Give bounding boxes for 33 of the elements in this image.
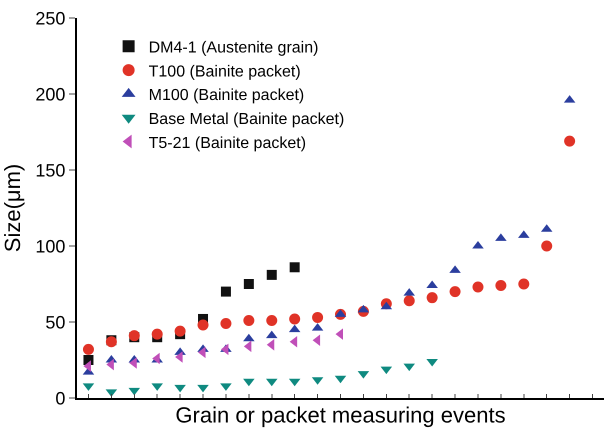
point: [289, 313, 300, 324]
point: [541, 240, 552, 252]
y-tick-label: 150: [35, 160, 66, 180]
point: [290, 262, 300, 272]
legend-label: T5-21 (Bainite packet): [148, 134, 306, 152]
point: [266, 270, 277, 280]
y-tick-label: 200: [35, 84, 66, 104]
point: [198, 320, 209, 331]
point: [404, 295, 415, 306]
point: [220, 286, 231, 297]
point: [518, 278, 530, 290]
point: [312, 312, 324, 323]
legend-label: Base Metal (Bainite packet): [148, 110, 344, 128]
legend-label: T100 (Bainite packet): [148, 63, 301, 80]
point: [450, 286, 461, 298]
point: [244, 279, 254, 289]
y-tick-label: 250: [35, 8, 66, 28]
point: [472, 282, 484, 293]
point: [174, 326, 186, 337]
y-tick-label: 100: [35, 236, 66, 256]
legend-label: M100 (Bainite packet): [148, 87, 304, 104]
legend-label: DM4-1 (Austenite grain): [148, 40, 318, 57]
point: [426, 292, 438, 304]
y-tick-label: 0: [55, 388, 66, 408]
y-axis-title: Size(μm): [0, 164, 25, 252]
point: [495, 280, 506, 292]
point: [220, 318, 232, 330]
x-axis-title: Grain or packet measuring events: [175, 402, 506, 428]
point: [152, 328, 163, 340]
y-tick-label: 50: [45, 312, 66, 332]
point: [82, 344, 94, 355]
point: [266, 314, 278, 326]
point: [243, 314, 254, 326]
